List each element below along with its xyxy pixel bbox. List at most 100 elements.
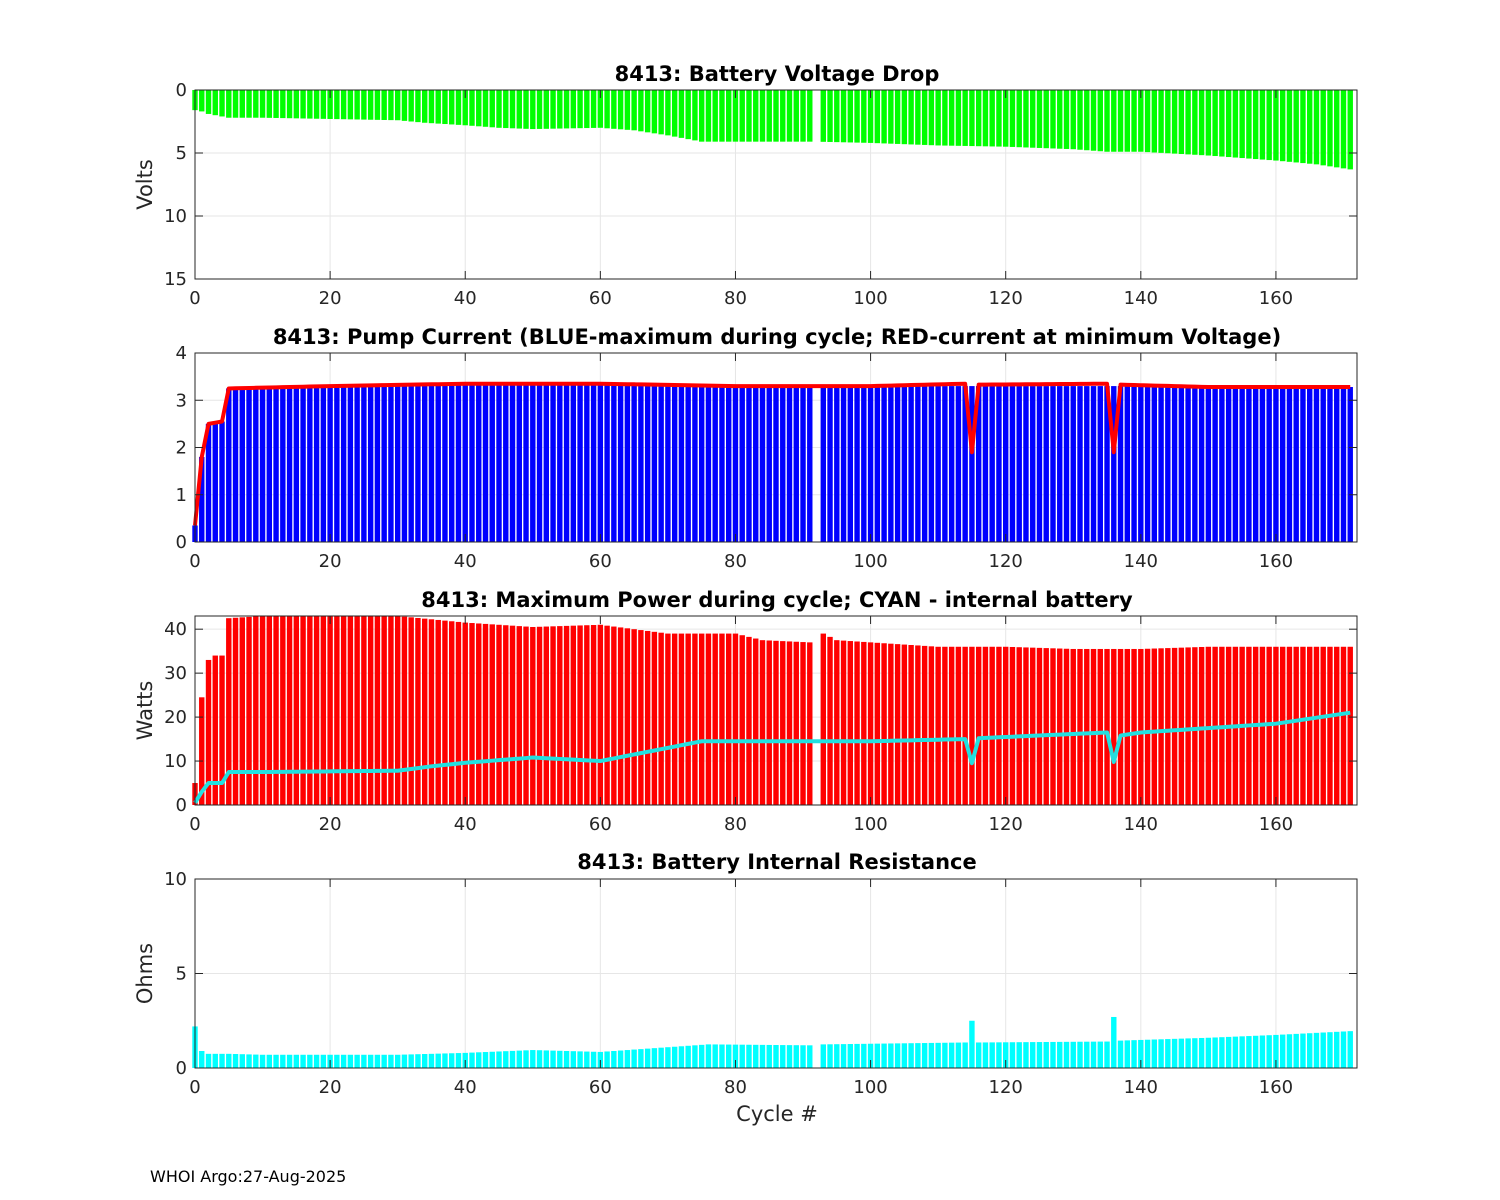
bar-cycle-5 <box>226 388 232 542</box>
bar-cycle-136 <box>1111 1016 1117 1068</box>
bar-cycle-60 <box>597 383 604 542</box>
bar-cycle-35 <box>428 1053 435 1068</box>
bar-cycle-24 <box>354 385 360 542</box>
bar-cycle-130 <box>1070 90 1076 150</box>
bar-cycle-75 <box>698 633 705 805</box>
bar-cycle-8 <box>246 387 252 542</box>
bar-cycle-170 <box>1340 646 1347 805</box>
bar-cycle-157 <box>1252 90 1259 160</box>
bar-cycle-77 <box>712 633 718 805</box>
bar-cycle-76 <box>705 385 712 542</box>
bar-cycle-146 <box>1178 386 1185 542</box>
bar-cycle-44 <box>489 383 495 542</box>
bar-cycle-74 <box>692 90 698 141</box>
bar-cycle-20 <box>327 616 333 805</box>
bar-cycle-23 <box>347 1054 354 1068</box>
bar-cycle-155 <box>1239 386 1245 542</box>
x-tick-label: 140 <box>1124 288 1158 309</box>
y-tick-label: 0 <box>176 795 187 816</box>
internal-resistance-ylabel: Ohms <box>133 943 157 1004</box>
bar-cycle-8 <box>246 616 252 805</box>
bar-cycle-144 <box>1165 386 1171 542</box>
bar-cycle-73 <box>685 633 691 805</box>
bar-cycle-138 <box>1124 648 1130 805</box>
bar-cycle-80 <box>732 633 739 805</box>
bar-cycle-109 <box>928 1042 935 1068</box>
bar-cycle-103 <box>888 643 894 805</box>
bar-cycle-55 <box>563 625 570 805</box>
bar-cycle-9 <box>253 616 259 805</box>
bar-cycle-128 <box>1057 1041 1063 1068</box>
bar-cycle-81 <box>739 1044 745 1068</box>
bar-cycle-14 <box>286 90 293 119</box>
bar-cycle-171 <box>1347 1031 1353 1068</box>
bar-cycle-119 <box>996 90 1002 147</box>
bar-cycle-134 <box>1097 648 1103 805</box>
x-tick-label: 100 <box>853 814 887 835</box>
bar-cycle-108 <box>921 90 928 145</box>
bar-cycle-83 <box>753 638 759 805</box>
bar-cycle-28 <box>381 385 387 542</box>
bar-cycle-41 <box>469 383 475 542</box>
bar-cycle-70 <box>665 90 671 136</box>
bar-cycle-147 <box>1185 647 1191 805</box>
bar-cycle-3 <box>212 655 218 805</box>
bar-cycle-164 <box>1300 1033 1306 1068</box>
bar-cycle-143 <box>1158 1039 1164 1068</box>
bar-cycle-114 <box>962 386 968 542</box>
bar-cycle-16 <box>300 386 306 542</box>
bar-cycle-109 <box>928 646 935 805</box>
bar-cycle-40 <box>462 622 468 805</box>
pump-current-ticks: 0 20 40 60 80 100 120 140 160 0 1 2 3 4 <box>176 343 1357 572</box>
panel-maximum-power: 8413: Maximum Power during cycle; CYAN -… <box>133 588 1358 835</box>
x-tick-label: 160 <box>1259 288 1293 309</box>
bar-cycle-83 <box>753 1044 759 1068</box>
bar-cycle-125 <box>1036 1042 1043 1068</box>
bar-cycle-106 <box>908 645 914 805</box>
bar-cycle-14 <box>286 387 293 542</box>
bar-cycle-138 <box>1124 386 1130 542</box>
bar-cycle-104 <box>894 90 901 144</box>
bar-cycle-99 <box>861 641 867 805</box>
bar-cycle-72 <box>678 90 685 138</box>
maximum-power-lines <box>193 710 1351 804</box>
bar-cycle-26 <box>367 616 374 805</box>
bar-cycle-66 <box>638 630 644 805</box>
bar-cycle-88 <box>786 641 793 805</box>
bar-cycle-167 <box>1320 646 1326 805</box>
x-tick-label: 120 <box>989 1077 1023 1098</box>
bar-cycle-106 <box>908 1043 914 1068</box>
bar-cycle-78 <box>719 385 725 542</box>
bar-cycle-94 <box>827 1044 833 1068</box>
bar-cycle-104 <box>894 644 901 805</box>
bar-cycle-83 <box>753 90 759 142</box>
bar-cycle-58 <box>584 383 590 542</box>
bar-cycle-48 <box>516 626 522 805</box>
bar-cycle-132 <box>1084 90 1090 151</box>
bar-cycle-3 <box>212 90 218 116</box>
bar-cycle-128 <box>1057 386 1063 542</box>
internal-resistance-ticks: 0 20 40 60 80 100 120 140 160 0 5 10 <box>164 869 1357 1098</box>
bar-cycle-121 <box>1009 646 1016 805</box>
bar-cycle-22 <box>340 1054 347 1068</box>
bar-cycle-146 <box>1178 647 1185 805</box>
bar-cycle-72 <box>678 633 685 805</box>
bar-cycle-60 <box>597 624 604 805</box>
bar-cycle-65 <box>631 1049 637 1068</box>
bar-cycle-110 <box>935 646 941 805</box>
bar-cycle-36 <box>435 90 441 124</box>
series-line-1 <box>193 710 1351 804</box>
bar-cycle-124 <box>1030 386 1036 542</box>
bar-cycle-37 <box>442 384 448 542</box>
bar-cycle-114 <box>962 90 968 146</box>
y-tick-label: 5 <box>176 964 187 985</box>
bar-cycle-122 <box>1016 386 1022 542</box>
bar-cycle-15 <box>293 616 300 805</box>
bar-cycle-34 <box>422 1054 428 1068</box>
bar-cycle-18 <box>313 1054 320 1068</box>
bar-cycle-141 <box>1144 386 1151 542</box>
bar-cycle-163 <box>1293 646 1299 805</box>
y-tick-label: 0 <box>176 1058 187 1079</box>
bar-cycle-126 <box>1043 386 1049 542</box>
bar-cycle-153 <box>1225 386 1232 542</box>
